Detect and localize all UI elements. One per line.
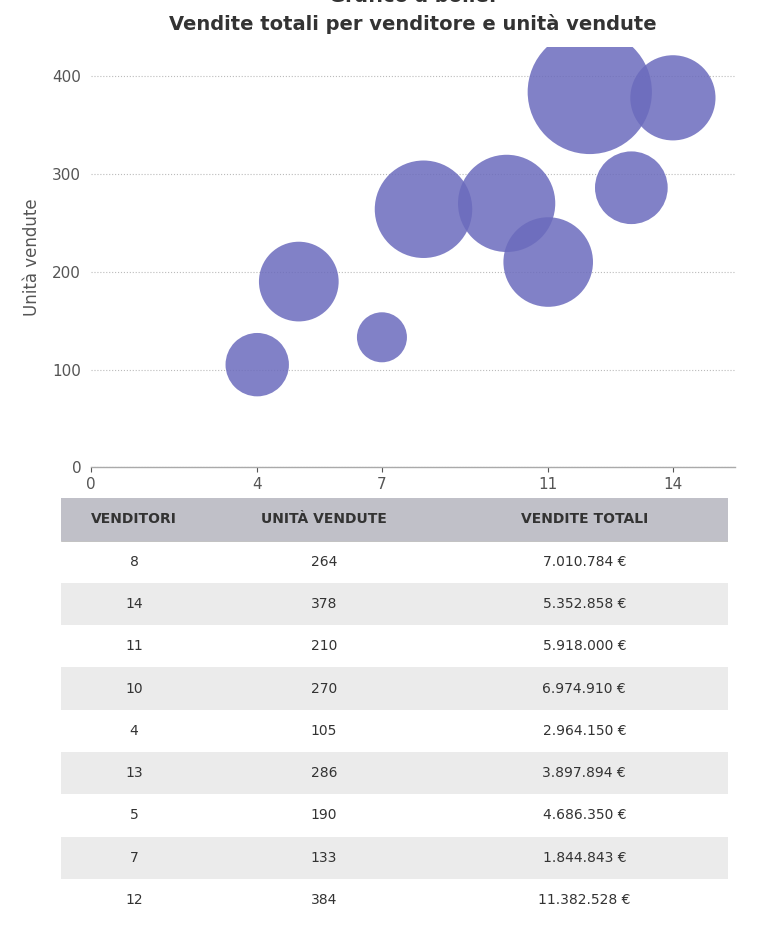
Text: 7: 7 [130, 851, 139, 865]
Text: 12: 12 [125, 893, 143, 907]
FancyBboxPatch shape [61, 498, 208, 540]
FancyBboxPatch shape [208, 710, 441, 752]
FancyBboxPatch shape [61, 667, 208, 710]
Text: 1.844.843 €: 1.844.843 € [543, 851, 626, 865]
Y-axis label: Unità vendute: Unità vendute [23, 198, 41, 316]
X-axis label: Venditori: Venditori [376, 503, 450, 521]
Text: VENDITE TOTALI: VENDITE TOTALI [521, 512, 648, 526]
Text: 3.897.894 €: 3.897.894 € [543, 766, 626, 780]
FancyBboxPatch shape [61, 710, 208, 752]
Text: VENDITORI: VENDITORI [91, 512, 177, 526]
FancyBboxPatch shape [208, 794, 441, 837]
Text: UNITÀ VENDUTE: UNITÀ VENDUTE [262, 512, 387, 526]
FancyBboxPatch shape [61, 879, 208, 921]
FancyBboxPatch shape [441, 710, 728, 752]
Text: 5.352.858 €: 5.352.858 € [543, 597, 626, 611]
FancyBboxPatch shape [61, 752, 208, 794]
Text: 14: 14 [125, 597, 143, 611]
Point [542, 255, 554, 270]
Point [500, 196, 512, 211]
FancyBboxPatch shape [61, 540, 208, 583]
FancyBboxPatch shape [208, 625, 441, 667]
FancyBboxPatch shape [441, 540, 728, 583]
FancyBboxPatch shape [61, 625, 208, 667]
Point [667, 90, 679, 105]
Text: 6.974.910 €: 6.974.910 € [543, 682, 626, 696]
FancyBboxPatch shape [208, 752, 441, 794]
Text: 378: 378 [311, 597, 337, 611]
Text: 8: 8 [130, 555, 139, 569]
Point [251, 357, 263, 372]
Text: 270: 270 [311, 682, 337, 696]
FancyBboxPatch shape [61, 837, 208, 879]
Text: 384: 384 [311, 893, 337, 907]
FancyBboxPatch shape [441, 667, 728, 710]
Text: 190: 190 [311, 808, 337, 822]
Text: 2.964.150 €: 2.964.150 € [543, 724, 626, 738]
Text: 210: 210 [311, 639, 337, 653]
Text: 11: 11 [125, 639, 143, 653]
FancyBboxPatch shape [208, 583, 441, 625]
FancyBboxPatch shape [61, 583, 208, 625]
Point [625, 180, 637, 196]
Text: 10: 10 [125, 682, 143, 696]
Text: 5.918.000 €: 5.918.000 € [543, 639, 626, 653]
FancyBboxPatch shape [441, 879, 728, 921]
FancyBboxPatch shape [208, 667, 441, 710]
Text: 5: 5 [130, 808, 139, 822]
FancyBboxPatch shape [208, 879, 441, 921]
FancyBboxPatch shape [441, 752, 728, 794]
FancyBboxPatch shape [441, 498, 728, 540]
Text: 264: 264 [311, 555, 337, 569]
FancyBboxPatch shape [208, 498, 441, 540]
Text: 286: 286 [311, 766, 337, 780]
FancyBboxPatch shape [208, 540, 441, 583]
Point [293, 274, 305, 290]
Text: 4.686.350 €: 4.686.350 € [543, 808, 626, 822]
Text: 13: 13 [125, 766, 143, 780]
Text: 7.010.784 €: 7.010.784 € [543, 555, 626, 569]
Point [376, 330, 388, 345]
FancyBboxPatch shape [441, 794, 728, 837]
Text: 133: 133 [311, 851, 337, 865]
Point [418, 202, 430, 217]
Text: 105: 105 [311, 724, 337, 738]
FancyBboxPatch shape [208, 837, 441, 879]
Point [584, 85, 596, 100]
Text: 11.382.528 €: 11.382.528 € [538, 893, 631, 907]
Title: Grafico a bolle:
Vendite totali per venditore e unità vendute: Grafico a bolle: Vendite totali per vend… [169, 0, 657, 35]
FancyBboxPatch shape [441, 625, 728, 667]
FancyBboxPatch shape [61, 794, 208, 837]
FancyBboxPatch shape [441, 583, 728, 625]
FancyBboxPatch shape [441, 837, 728, 879]
Text: 4: 4 [130, 724, 139, 738]
